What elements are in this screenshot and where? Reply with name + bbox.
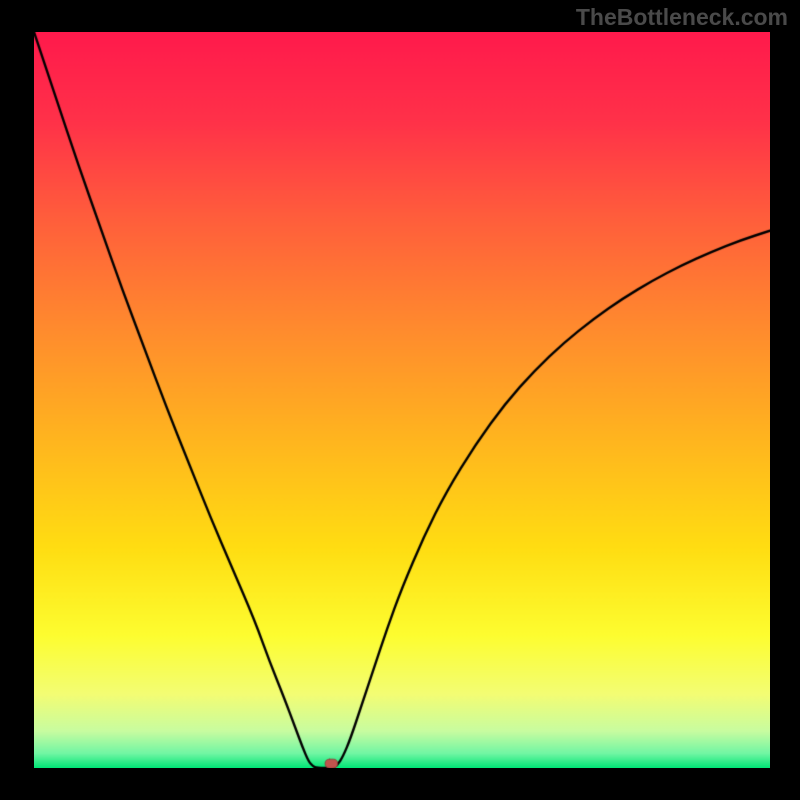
bottleneck-curve-chart [34,32,770,768]
watermark-text: TheBottleneck.com [576,4,788,31]
chart-stage: TheBottleneck.com [0,0,800,800]
